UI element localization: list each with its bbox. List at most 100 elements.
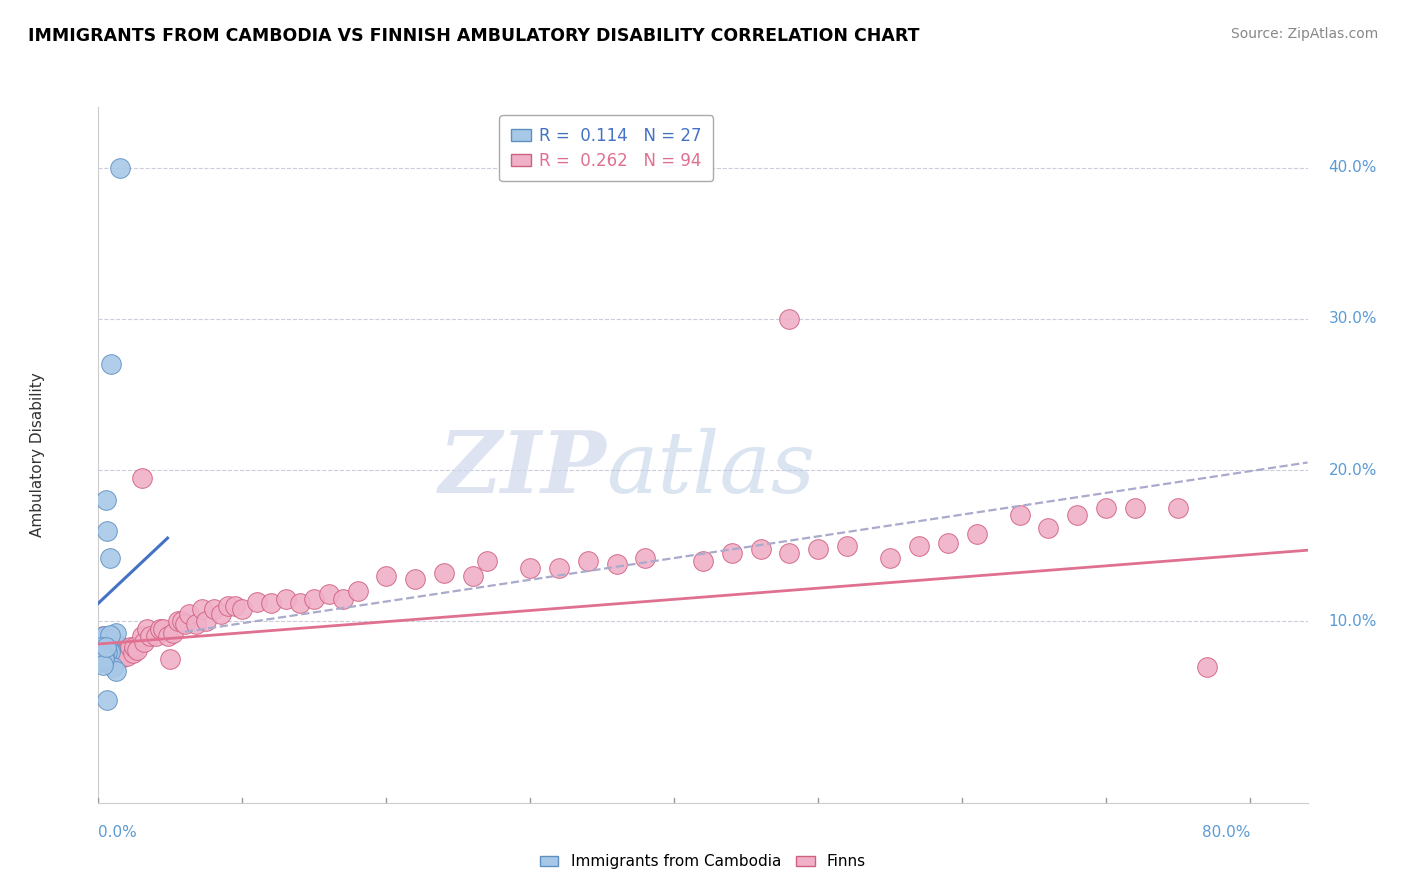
Point: [96, 693, 118, 707]
Point: [96, 640, 118, 654]
Point: [91, 654, 114, 668]
Point: [217, 599, 239, 614]
Legend: Immigrants from Cambodia, Finns: Immigrants from Cambodia, Finns: [534, 848, 872, 875]
Point: [122, 646, 145, 660]
Point: [209, 607, 232, 621]
Point: [97, 639, 120, 653]
Point: [112, 646, 135, 660]
Point: [94, 493, 117, 508]
Point: [136, 622, 159, 636]
Point: [127, 643, 149, 657]
Text: 40.0%: 40.0%: [1329, 160, 1376, 175]
Point: [195, 615, 218, 629]
Point: [156, 629, 179, 643]
Text: 30.0%: 30.0%: [1329, 311, 1376, 326]
Point: [134, 635, 156, 649]
Point: [159, 652, 181, 666]
Point: [224, 599, 246, 614]
Point: [91, 641, 114, 656]
Text: 0.0%: 0.0%: [98, 825, 138, 840]
Point: [318, 587, 340, 601]
Point: [692, 554, 714, 568]
Point: [91, 658, 114, 673]
Point: [104, 650, 127, 665]
Point: [104, 637, 127, 651]
Point: [145, 629, 167, 643]
Point: [94, 643, 117, 657]
Point: [152, 622, 174, 636]
Text: 10.0%: 10.0%: [1329, 614, 1376, 629]
Point: [202, 602, 225, 616]
Point: [606, 557, 628, 571]
Point: [1167, 500, 1189, 515]
Point: [162, 626, 184, 640]
Point: [260, 596, 283, 610]
Point: [108, 161, 131, 175]
Point: [346, 584, 368, 599]
Point: [98, 550, 121, 565]
Point: [375, 569, 398, 583]
Point: [93, 649, 115, 664]
Point: [404, 572, 426, 586]
Point: [879, 550, 901, 565]
Point: [97, 640, 120, 654]
Point: [1066, 508, 1088, 523]
Point: [91, 654, 114, 668]
Point: [519, 561, 541, 575]
Point: [89, 650, 111, 665]
Point: [115, 649, 138, 664]
Point: [433, 566, 456, 580]
Point: [778, 311, 800, 326]
Point: [104, 664, 127, 678]
Point: [170, 615, 193, 629]
Point: [93, 649, 115, 664]
Point: [98, 641, 121, 656]
Point: [634, 550, 657, 565]
Point: [107, 646, 129, 660]
Point: [93, 629, 115, 643]
Point: [91, 646, 114, 660]
Point: [475, 554, 498, 568]
Point: [104, 626, 127, 640]
Point: [1123, 500, 1146, 515]
Point: [105, 643, 128, 657]
Point: [807, 541, 830, 556]
Text: IMMIGRANTS FROM CAMBODIA VS FINNISH AMBULATORY DISABILITY CORRELATION CHART: IMMIGRANTS FROM CAMBODIA VS FINNISH AMBU…: [28, 27, 920, 45]
Point: [93, 652, 115, 666]
Point: [101, 644, 124, 658]
Point: [186, 617, 208, 632]
Point: [1008, 508, 1031, 523]
Point: [91, 629, 114, 643]
Point: [90, 644, 112, 658]
Point: [149, 622, 172, 636]
Point: [131, 629, 153, 643]
Point: [936, 535, 959, 549]
Point: [120, 640, 142, 654]
Legend: R =  0.114   N = 27, R =  0.262   N = 94: R = 0.114 N = 27, R = 0.262 N = 94: [499, 115, 713, 181]
Point: [90, 632, 112, 647]
Point: [90, 640, 112, 654]
Point: [749, 541, 772, 556]
Point: [173, 617, 195, 632]
Point: [179, 607, 201, 621]
Point: [139, 629, 162, 643]
Point: [90, 650, 112, 665]
Point: [166, 615, 188, 629]
Point: [91, 644, 114, 658]
Point: [96, 646, 118, 660]
Point: [124, 640, 146, 654]
Point: [89, 655, 111, 669]
Point: [96, 524, 118, 538]
Point: [93, 640, 115, 654]
Point: [1195, 659, 1218, 673]
Point: [94, 640, 117, 654]
Text: 80.0%: 80.0%: [1202, 825, 1250, 840]
Point: [778, 546, 800, 560]
Text: ZIP: ZIP: [439, 427, 606, 510]
Point: [908, 539, 931, 553]
Point: [110, 640, 132, 654]
Point: [108, 646, 131, 660]
Text: atlas: atlas: [606, 427, 815, 510]
Point: [131, 470, 153, 484]
Point: [966, 526, 988, 541]
